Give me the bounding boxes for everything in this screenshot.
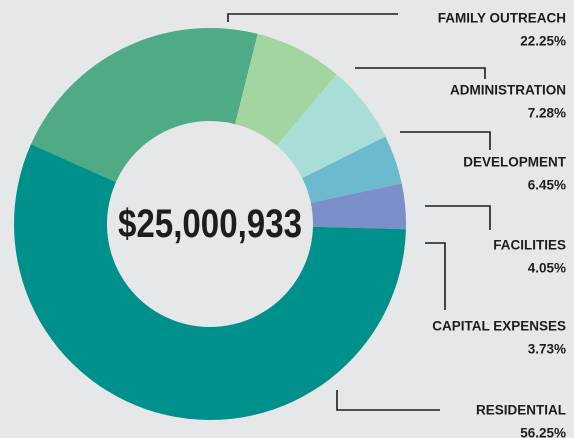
donut-slice	[310, 183, 406, 230]
leader-line	[400, 131, 491, 150]
legend-label: ADMINISTRATION	[450, 83, 566, 98]
donut-slice	[30, 27, 258, 183]
donut-slice	[235, 33, 337, 146]
legend-label: DEVELOPMENT	[463, 155, 567, 170]
legend-label: FAMILY OUTREACH	[438, 11, 566, 26]
value-label: 6.45%	[528, 178, 566, 193]
leader-line	[355, 67, 486, 79]
value-label: 4.05%	[528, 261, 566, 276]
legend-label: CAPITAL EXPENSES	[432, 319, 566, 334]
value-label: 7.28%	[528, 106, 566, 121]
leader-line	[227, 13, 398, 22]
leader-line	[336, 390, 440, 411]
donut-slice	[302, 136, 402, 203]
center-total: $25,000,933	[118, 202, 302, 246]
donut-slice	[276, 74, 386, 179]
value-label: 56.25%	[520, 426, 566, 438]
donut-slice	[13, 144, 406, 421]
legend-label: FACILITIES	[493, 238, 566, 253]
leader-line	[425, 205, 491, 230]
legend-label: RESIDENTIAL	[476, 403, 566, 418]
value-label: 22.25%	[520, 34, 566, 49]
value-label: 3.73%	[528, 342, 566, 357]
leader-line	[425, 242, 446, 310]
